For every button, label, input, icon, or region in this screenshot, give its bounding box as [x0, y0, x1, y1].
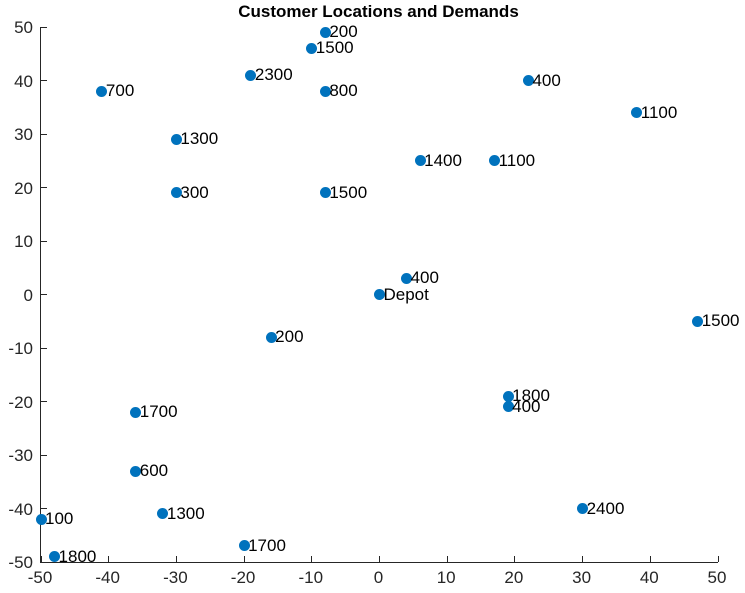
customer-point	[577, 503, 589, 514]
x-axis-tick-label: -20	[230, 568, 256, 587]
x-axis-tick-label: 50	[707, 568, 727, 587]
x-axis-tick	[311, 556, 313, 562]
customer-point	[319, 26, 331, 38]
x-axis-tick	[649, 556, 651, 562]
x-axis-tick	[175, 556, 177, 562]
demand-label: 200	[275, 327, 304, 347]
depot-label: Depot	[383, 284, 429, 304]
customer-point	[502, 401, 514, 413]
x-axis-tick-label: -10	[298, 568, 324, 587]
demand-label: 300	[180, 182, 209, 202]
customer-point	[489, 155, 501, 167]
y-axis-tick	[41, 294, 47, 295]
x-axis-tick	[446, 556, 448, 562]
x-axis-tick-label: 40	[639, 568, 659, 587]
demand-label: 1500	[701, 311, 740, 331]
x-axis-tick-label: -40	[95, 568, 120, 587]
customer-point	[130, 406, 142, 418]
x-axis-tick	[379, 556, 380, 562]
customer-point	[245, 69, 257, 81]
x-axis-tick	[40, 556, 42, 562]
customer-point	[265, 331, 277, 343]
customer-point	[306, 42, 318, 54]
y-axis-tick-label: -50	[8, 553, 33, 572]
y-axis-tick-label: -10	[8, 339, 33, 358]
y-axis-tick-label: -30	[8, 446, 33, 465]
customer-point	[170, 133, 182, 145]
depot-point	[374, 289, 385, 300]
plot-area: 200 1500 2300 700 800 400 1100 1300 1400 1100 300 1…	[35, 23, 740, 566]
x-axis-tick	[717, 556, 719, 562]
demand-label: 1800	[58, 546, 97, 566]
y-axis-tick-label: 40	[14, 71, 33, 91]
y-axis-tick-label: 20	[14, 178, 33, 198]
y-axis-tick	[41, 454, 47, 456]
demand-label: 1500	[315, 38, 354, 58]
y-axis-tick-label: 50	[14, 18, 33, 37]
x-axis-tick	[514, 556, 516, 562]
demand-label: 2400	[586, 498, 625, 518]
y-axis-tick	[41, 401, 47, 402]
x-axis-tick	[243, 556, 245, 562]
demand-label: 1100	[498, 150, 536, 170]
customer-point	[401, 272, 413, 284]
x-axis-tick	[582, 556, 584, 562]
y-axis-tick-label: 30	[14, 125, 33, 144]
demand-label: 1400	[424, 150, 462, 170]
demand-label: 1700	[248, 535, 286, 555]
y-axis-tick-label: 0	[23, 285, 33, 305]
demand-label: 100	[45, 509, 74, 529]
customer-point	[96, 85, 108, 97]
customer-point	[414, 155, 426, 167]
customer-point	[319, 187, 331, 199]
y-axis-tick	[41, 26, 47, 28]
y-axis-tick-label: -40	[8, 499, 33, 519]
x-axis-tick-label: 0	[373, 568, 384, 587]
demand-label: 400	[532, 70, 561, 90]
demand-label: 1100	[640, 102, 678, 122]
demand-label: 400	[410, 268, 439, 288]
demand-label: 1700	[139, 402, 178, 422]
customer-point	[692, 315, 704, 327]
x-axis-tick-label: 30	[572, 568, 592, 587]
y-axis-tick	[41, 347, 47, 349]
y-axis-tick-label: -20	[8, 392, 33, 412]
customer-point	[130, 465, 142, 477]
customer-point	[631, 107, 643, 119]
y-axis-tick	[41, 508, 47, 509]
x-axis-tick-label: -50	[27, 568, 53, 587]
customer-point	[502, 390, 514, 402]
customer-point	[238, 540, 250, 552]
demand-label: 2300	[254, 65, 293, 85]
x-axis-tick-label: 20	[504, 568, 524, 587]
customer-point	[170, 187, 182, 199]
demand-label: 400	[512, 396, 541, 416]
demand-label: 800	[329, 81, 358, 101]
x-axis-tick-label: -30	[163, 568, 188, 587]
customer-point	[49, 551, 61, 563]
demand-label: 700	[105, 81, 135, 101]
demand-label: 200	[329, 22, 358, 42]
demand-label: 1800	[512, 386, 550, 406]
y-axis-tick	[41, 187, 47, 188]
demand-label: 600	[139, 461, 169, 481]
x-axis-tick-label: 10	[436, 568, 456, 587]
demand-label: 1500	[329, 182, 368, 202]
y-axis-tick	[41, 80, 47, 81]
customer-point	[319, 85, 331, 97]
y-axis-tick	[41, 240, 47, 242]
y-axis-tick	[41, 133, 47, 135]
customer-point	[522, 75, 534, 86]
demand-label: 1300	[180, 129, 219, 149]
y-axis-tick	[41, 561, 47, 563]
x-axis-tick	[108, 556, 110, 562]
chart-title: Customer Locations and Demands	[238, 2, 519, 21]
demand-label: 1300	[166, 503, 205, 523]
y-axis-tick-label: 10	[14, 232, 33, 251]
customer-point	[157, 508, 169, 520]
customer-point	[35, 513, 47, 525]
